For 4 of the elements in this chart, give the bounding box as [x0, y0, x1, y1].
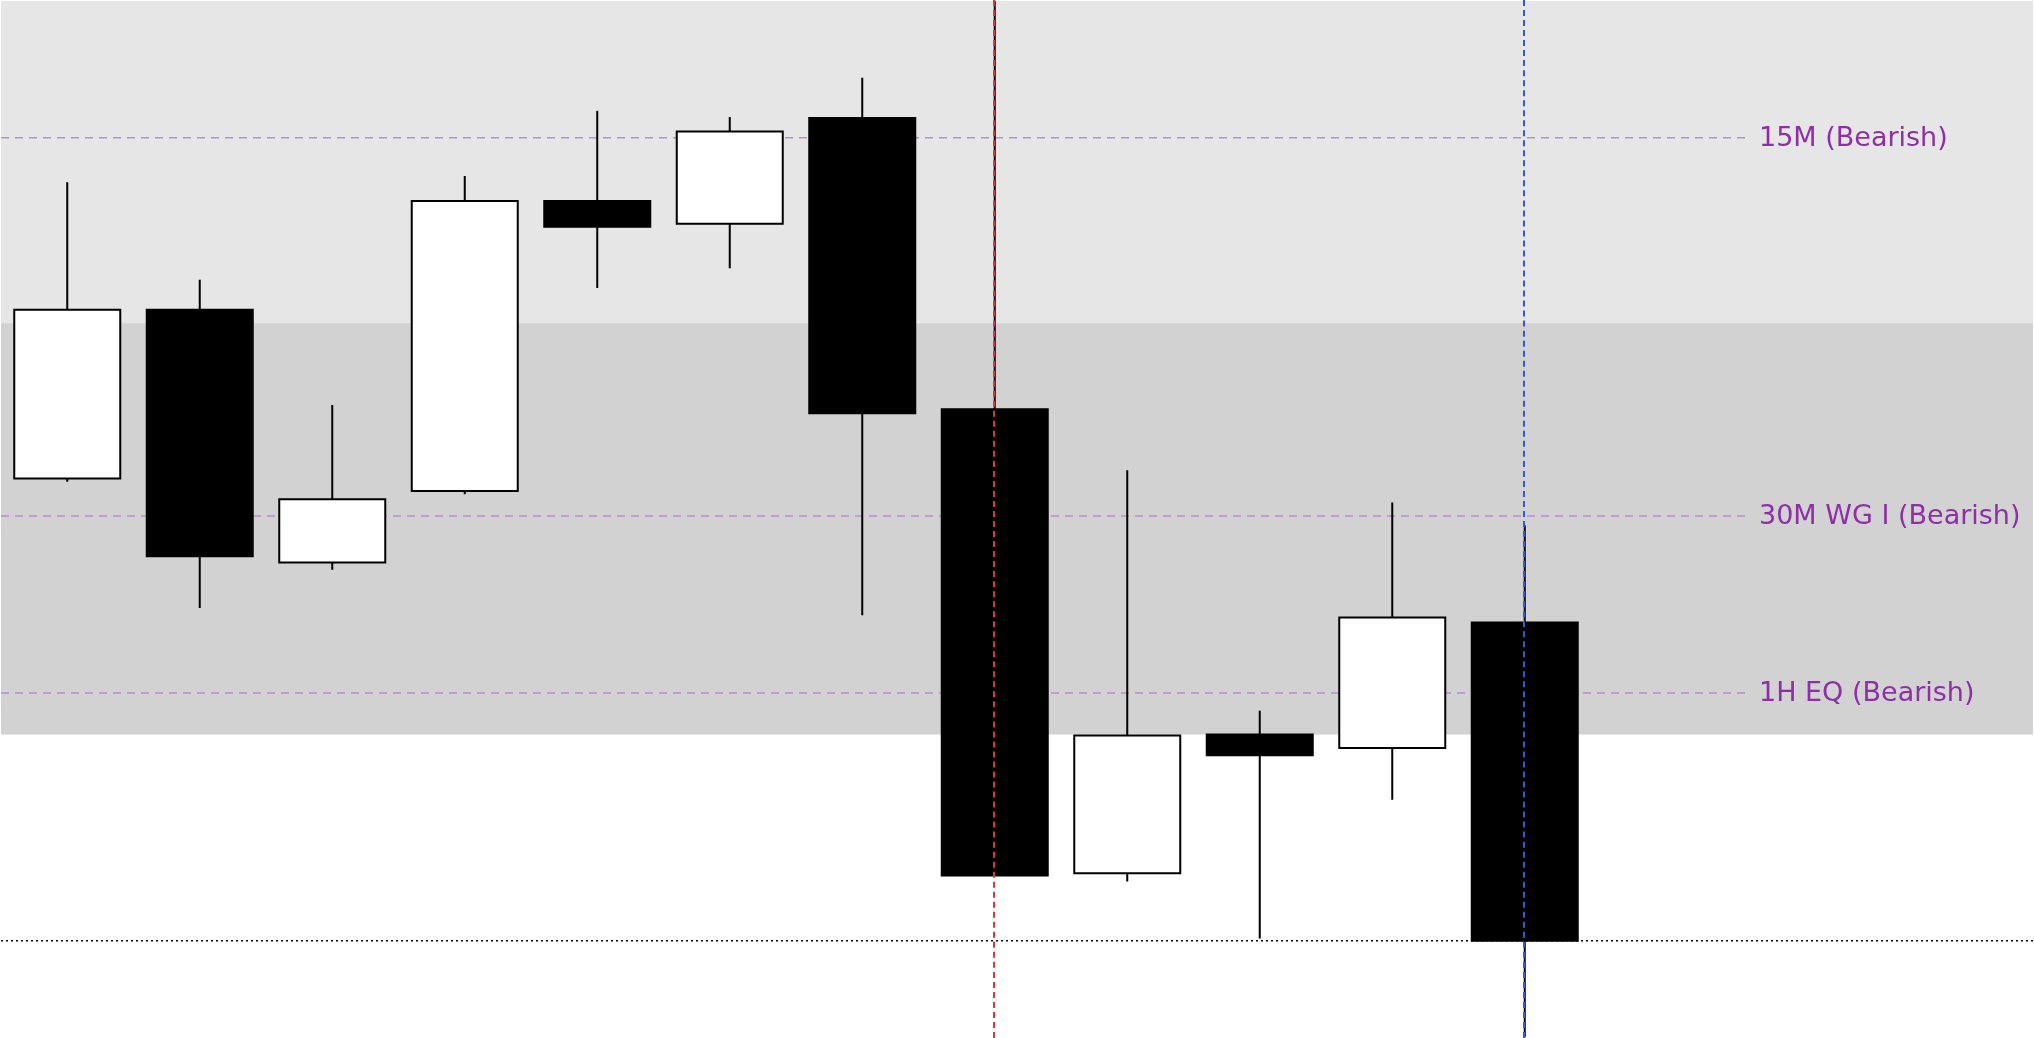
ref-line-label: 30M WG I (Bearish)	[1759, 498, 2021, 530]
ref-line-label: 15M (Bearish)	[1759, 120, 1948, 152]
candlestick	[1205, 709, 1314, 940]
ref-line-label: 1H EQ (Bearish)	[1759, 676, 1975, 708]
